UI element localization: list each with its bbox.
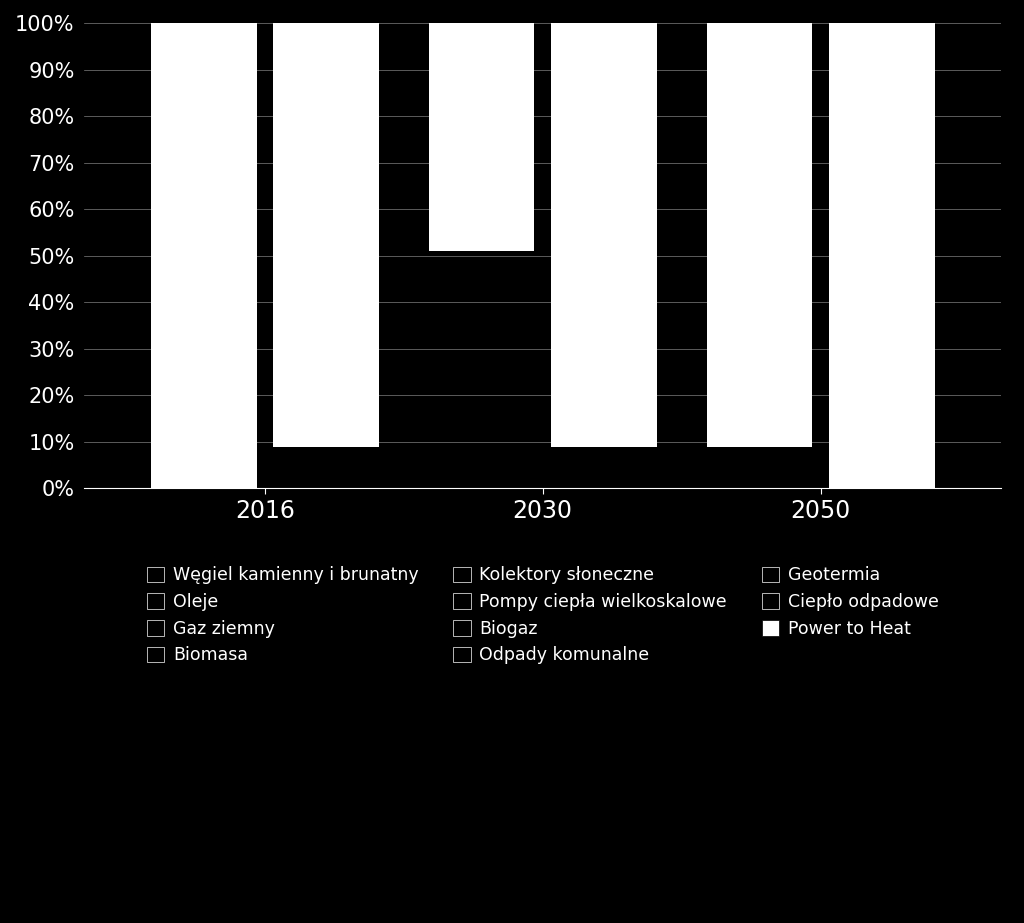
Bar (551, 447, 656, 488)
Bar (707, 447, 812, 488)
Legend: Węgiel kamienny i brunatny, Oleje, Gaz ziemny, Biomasa, Kolektory słoneczne, Pom: Węgiel kamienny i brunatny, Oleje, Gaz z… (138, 557, 947, 673)
Bar (151, 23, 257, 488)
Bar (429, 23, 535, 251)
Bar (429, 251, 535, 488)
Bar (707, 23, 812, 447)
Bar (551, 23, 656, 447)
Bar (273, 447, 379, 488)
Bar (273, 23, 379, 447)
Bar (829, 23, 935, 488)
